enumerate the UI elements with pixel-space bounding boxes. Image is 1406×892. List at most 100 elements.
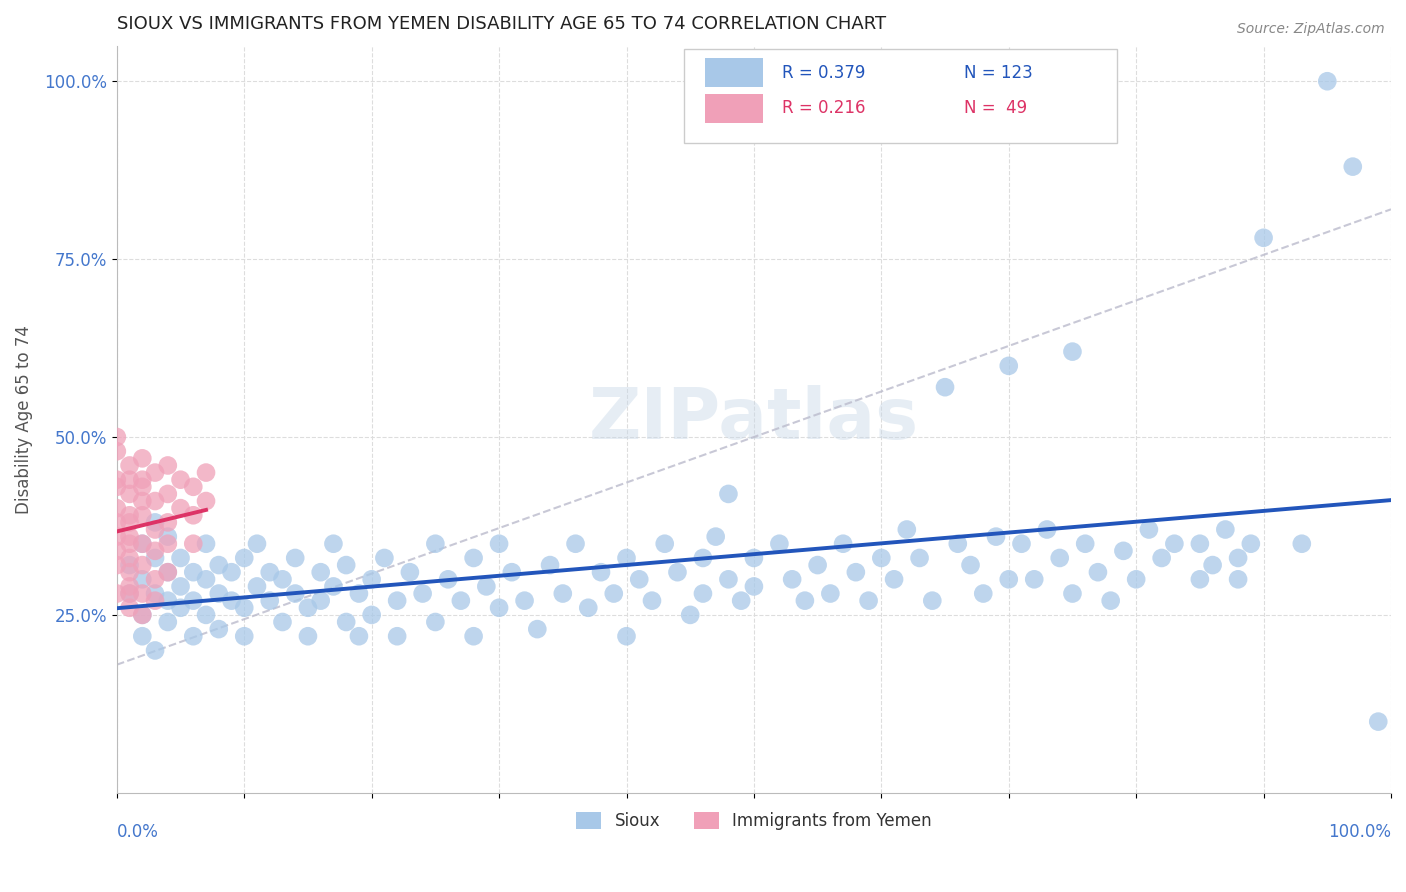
Point bbox=[118, 516, 141, 530]
Point bbox=[347, 629, 370, 643]
Point bbox=[105, 444, 128, 458]
Point bbox=[208, 558, 231, 572]
Point bbox=[131, 473, 153, 487]
Text: 0.0%: 0.0% bbox=[117, 823, 159, 841]
Point bbox=[488, 600, 510, 615]
Point bbox=[156, 593, 179, 607]
Point bbox=[143, 516, 166, 530]
FancyBboxPatch shape bbox=[683, 49, 1116, 143]
Point bbox=[131, 508, 153, 523]
Point bbox=[1163, 537, 1185, 551]
Point bbox=[233, 551, 256, 566]
Point bbox=[118, 551, 141, 566]
Point bbox=[259, 593, 281, 607]
Point bbox=[181, 537, 204, 551]
Point bbox=[195, 537, 218, 551]
Point bbox=[1074, 537, 1097, 551]
Point bbox=[997, 572, 1019, 586]
Point bbox=[463, 629, 485, 643]
Point bbox=[692, 551, 714, 566]
Point bbox=[118, 579, 141, 593]
Point bbox=[538, 558, 561, 572]
Point bbox=[717, 572, 740, 586]
Point bbox=[628, 572, 651, 586]
Point bbox=[105, 473, 128, 487]
Point bbox=[450, 593, 472, 607]
Point bbox=[1024, 572, 1046, 586]
Point bbox=[997, 359, 1019, 373]
Point bbox=[156, 565, 179, 579]
Point bbox=[309, 565, 332, 579]
Point bbox=[105, 530, 128, 544]
Point bbox=[271, 572, 294, 586]
Point bbox=[233, 629, 256, 643]
Point bbox=[208, 622, 231, 636]
Point bbox=[742, 551, 765, 566]
Point bbox=[870, 551, 893, 566]
Point bbox=[335, 558, 357, 572]
Point bbox=[984, 530, 1007, 544]
Point bbox=[297, 600, 319, 615]
Point bbox=[385, 593, 408, 607]
Point bbox=[131, 537, 153, 551]
Point bbox=[576, 600, 599, 615]
Point bbox=[1316, 74, 1339, 88]
Legend: Sioux, Immigrants from Yemen: Sioux, Immigrants from Yemen bbox=[569, 805, 938, 837]
Point bbox=[131, 586, 153, 600]
Point bbox=[1188, 537, 1211, 551]
Point bbox=[105, 480, 128, 494]
Point bbox=[181, 480, 204, 494]
Point bbox=[131, 572, 153, 586]
Point bbox=[195, 466, 218, 480]
Point bbox=[425, 615, 447, 629]
Point bbox=[169, 600, 191, 615]
Point bbox=[832, 537, 855, 551]
Point bbox=[526, 622, 548, 636]
Point bbox=[1062, 344, 1084, 359]
Point bbox=[284, 551, 307, 566]
Point bbox=[399, 565, 422, 579]
Point bbox=[322, 579, 344, 593]
Point bbox=[118, 600, 141, 615]
Point bbox=[143, 544, 166, 558]
Point bbox=[105, 544, 128, 558]
Point bbox=[858, 593, 880, 607]
Point bbox=[143, 586, 166, 600]
Point bbox=[181, 508, 204, 523]
Point bbox=[972, 586, 994, 600]
Point bbox=[1087, 565, 1109, 579]
Point bbox=[105, 586, 128, 600]
Y-axis label: Disability Age 65 to 74: Disability Age 65 to 74 bbox=[15, 325, 32, 514]
Point bbox=[156, 458, 179, 473]
Point bbox=[896, 523, 918, 537]
Point bbox=[820, 586, 842, 600]
Point bbox=[616, 629, 638, 643]
Point bbox=[169, 551, 191, 566]
Point bbox=[143, 643, 166, 657]
Text: SIOUX VS IMMIGRANTS FROM YEMEN DISABILITY AGE 65 TO 74 CORRELATION CHART: SIOUX VS IMMIGRANTS FROM YEMEN DISABILIT… bbox=[117, 15, 886, 33]
Point bbox=[335, 615, 357, 629]
Text: N =  49: N = 49 bbox=[965, 99, 1028, 118]
Point bbox=[793, 593, 815, 607]
Point bbox=[780, 572, 803, 586]
Point bbox=[195, 572, 218, 586]
Point bbox=[564, 537, 586, 551]
Point bbox=[156, 565, 179, 579]
Point bbox=[921, 593, 943, 607]
Point bbox=[1341, 160, 1364, 174]
Point bbox=[1215, 523, 1237, 537]
Point bbox=[156, 487, 179, 501]
Point bbox=[1240, 537, 1263, 551]
Point bbox=[1227, 572, 1250, 586]
Point bbox=[704, 530, 727, 544]
Point bbox=[143, 494, 166, 508]
Point bbox=[105, 430, 128, 444]
Point bbox=[131, 629, 153, 643]
Point bbox=[666, 565, 689, 579]
Point bbox=[118, 537, 141, 551]
Point bbox=[297, 629, 319, 643]
Point bbox=[1291, 537, 1313, 551]
Point bbox=[156, 530, 179, 544]
Point bbox=[131, 451, 153, 466]
Text: Source: ZipAtlas.com: Source: ZipAtlas.com bbox=[1237, 22, 1385, 37]
